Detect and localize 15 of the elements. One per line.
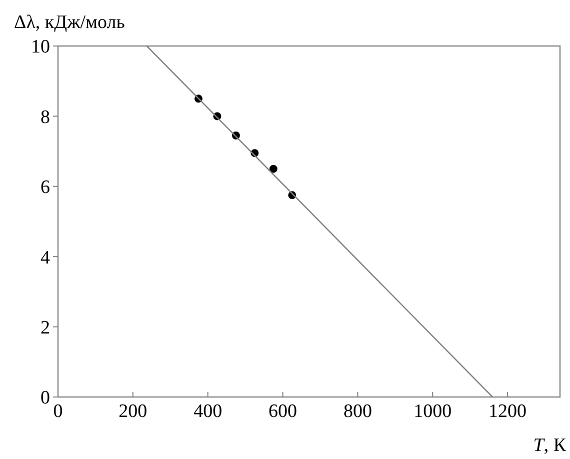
x-tick-label: 400 xyxy=(194,401,222,422)
y-tick-label: 2 xyxy=(40,317,50,338)
x-tick-label: 600 xyxy=(268,401,298,422)
y-tick-label: 6 xyxy=(40,177,50,198)
x-tick-label: 800 xyxy=(343,401,372,422)
y-tick-label: 10 xyxy=(31,36,50,58)
point xyxy=(269,164,278,173)
x-tick-label: 1200 xyxy=(488,401,527,422)
y-tick-label: 0 xyxy=(40,388,50,409)
x-tick-label: 1000 xyxy=(414,401,452,422)
x-axis-title: T, К xyxy=(533,435,566,456)
y-tick-label: 4 xyxy=(40,247,50,268)
y-axis-title: Δλ, кДж/моль xyxy=(14,12,126,33)
y-tick-label: 8 xyxy=(40,106,50,128)
x-tick-label: 200 xyxy=(118,401,148,422)
